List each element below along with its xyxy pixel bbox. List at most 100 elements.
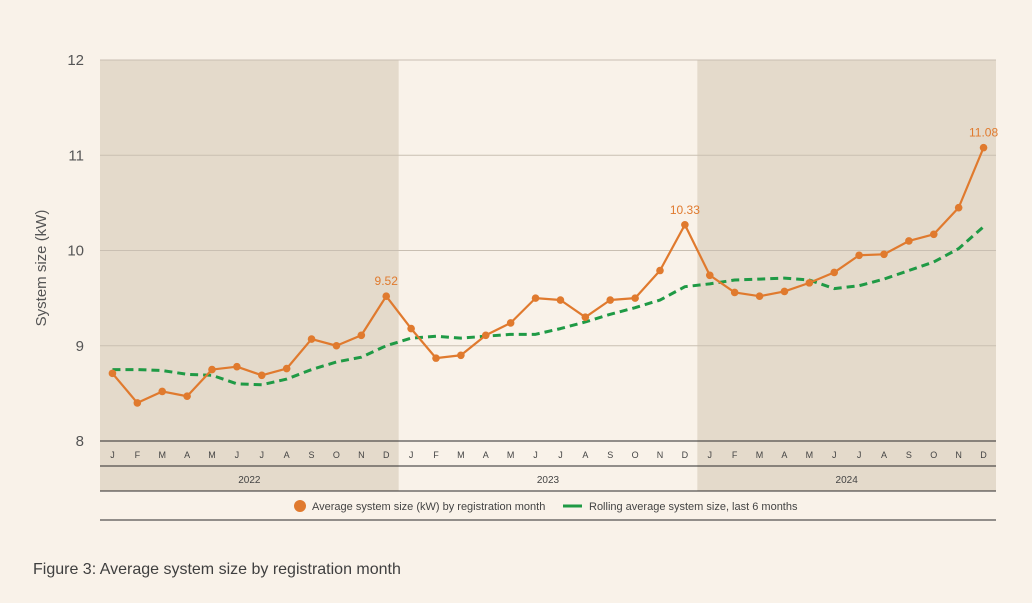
- x-tick-label: A: [881, 450, 887, 460]
- x-tick-label: J: [857, 450, 862, 460]
- data-point: [307, 335, 316, 343]
- x-tick-label: J: [832, 450, 837, 460]
- data-point: [432, 354, 440, 362]
- y-axis-label: System size (kW): [33, 210, 50, 327]
- data-point: [257, 371, 266, 380]
- x-tick-label: S: [906, 450, 912, 460]
- x-tick-label: S: [309, 450, 315, 460]
- x-tick-label: S: [607, 450, 613, 460]
- x-tick-label: A: [582, 450, 588, 460]
- data-point: [506, 319, 515, 327]
- y-tick-label: 8: [76, 433, 84, 450]
- x-tick-label: O: [333, 450, 340, 460]
- x-tick-label: M: [806, 450, 814, 460]
- x-tick-label: A: [284, 450, 290, 460]
- x-tick-label: A: [781, 450, 787, 460]
- x-tick-label: O: [632, 450, 639, 460]
- x-tick-label: F: [732, 450, 738, 460]
- x-tick-label: M: [208, 450, 216, 460]
- x-tick-label: D: [682, 450, 689, 460]
- year-label-2022: 2022: [238, 475, 261, 486]
- x-tick-label: J: [558, 450, 563, 460]
- x-tick-label: M: [158, 450, 166, 460]
- x-tick-label: J: [533, 450, 538, 460]
- legend-marker-monthly: [294, 500, 306, 512]
- year-label-2023: 2023: [537, 475, 560, 486]
- figure-caption: Figure 3: Average system size by registr…: [33, 561, 401, 578]
- data-label: 9.52: [375, 274, 399, 288]
- x-tick-label: N: [358, 450, 365, 460]
- data-point: [681, 220, 689, 229]
- x-tick-label: J: [409, 450, 414, 460]
- data-point: [880, 250, 888, 259]
- x-tick-label: A: [184, 450, 190, 460]
- legend-label-rolling: Rolling average system size, last 6 mont…: [589, 501, 798, 513]
- data-point: [606, 296, 615, 304]
- data-point: [730, 288, 739, 297]
- data-point: [631, 294, 639, 302]
- monthly-average-series: [108, 143, 988, 407]
- monthly-average-line: [111, 147, 985, 404]
- legend-label-monthly: Average system size (kW) by registration…: [312, 501, 545, 513]
- data-point: [382, 292, 391, 301]
- year-band-2024: [697, 60, 996, 491]
- data-point: [133, 399, 142, 407]
- data-point: [830, 268, 839, 277]
- year-label-2024: 2024: [836, 475, 859, 486]
- data-point: [755, 292, 764, 301]
- y-tick-label: 11: [68, 147, 84, 164]
- data-point: [481, 331, 490, 340]
- x-tick-label: D: [980, 450, 987, 460]
- data-point: [183, 392, 191, 401]
- data-point: [282, 364, 291, 373]
- x-tick-label: F: [433, 450, 439, 460]
- gridlines: [100, 59, 996, 347]
- x-tick-label: D: [383, 450, 390, 460]
- y-axis-ticks: 8 9 10 11 12: [67, 52, 84, 450]
- x-tick-label: N: [657, 450, 664, 460]
- data-point: [979, 143, 988, 152]
- data-point: [108, 369, 117, 378]
- year-band-2022: [100, 60, 399, 491]
- x-tick-label: O: [930, 450, 937, 460]
- rolling-average-series: [112, 225, 985, 387]
- data-point: [705, 271, 714, 280]
- data-point: [855, 251, 863, 260]
- x-tick-label: N: [955, 450, 962, 460]
- x-tick-label: J: [110, 450, 115, 460]
- x-tick-label: A: [483, 450, 489, 460]
- x-tick-label: J: [708, 450, 713, 460]
- x-tick-label: J: [260, 450, 265, 460]
- data-point: [208, 365, 216, 374]
- rolling-average-line: [112, 225, 985, 387]
- data-point: [457, 351, 465, 360]
- data-point: [780, 287, 789, 296]
- data-point: [656, 266, 664, 275]
- data-label: 11.08: [969, 126, 998, 140]
- data-point: [531, 294, 540, 302]
- x-tick-label: M: [457, 450, 465, 460]
- data-point: [233, 362, 241, 371]
- data-point: [556, 296, 565, 304]
- data-point: [332, 341, 341, 350]
- x-tick-label: M: [756, 450, 764, 460]
- data-point: [905, 237, 913, 245]
- data-point: [158, 387, 167, 396]
- legend: Average system size (kW) by registration…: [294, 500, 798, 513]
- data-point: [954, 203, 963, 212]
- data-point: [929, 230, 938, 239]
- data-point: [805, 279, 814, 287]
- year-bands: [100, 60, 996, 491]
- y-tick-label: 12: [67, 52, 84, 69]
- x-tick-label: M: [507, 450, 515, 460]
- data-point: [407, 324, 415, 333]
- x-axis: J F M A M J J A S O N D J F M A M J J A S O N D J F M A M J J A S O N D 2022…: [100, 440, 996, 521]
- y-tick-label: 9: [76, 338, 84, 355]
- data-label: 10.33: [670, 203, 700, 217]
- data-annotations: 9.52 10.33 11.08: [375, 126, 999, 289]
- year-band-2023: [399, 60, 698, 491]
- y-tick-label: 10: [67, 243, 84, 260]
- x-tick-label: J: [235, 450, 240, 460]
